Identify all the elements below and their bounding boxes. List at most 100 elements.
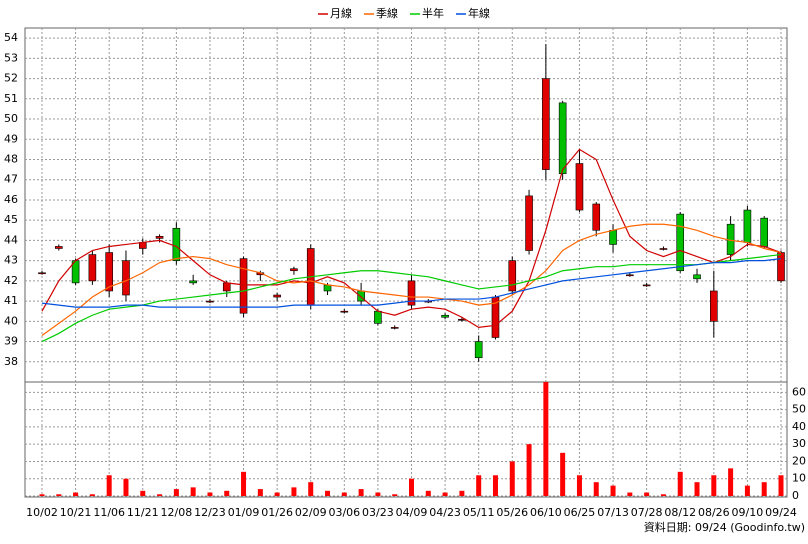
volume-bar bbox=[291, 487, 297, 496]
candle-body bbox=[710, 290, 718, 322]
candle-body bbox=[508, 260, 517, 292]
x-tick-label: 03/23 bbox=[362, 506, 394, 519]
y-tick-label: 54 bbox=[4, 31, 18, 44]
x-tick-label: 07/13 bbox=[597, 506, 629, 519]
y-tick-label: 38 bbox=[4, 355, 18, 368]
x-tick-label: 05/11 bbox=[463, 506, 495, 519]
volume-bar bbox=[409, 478, 414, 496]
x-tick-label: 06/10 bbox=[530, 506, 562, 519]
volume-bar bbox=[73, 492, 79, 496]
candle-body bbox=[609, 229, 617, 245]
volume-bar bbox=[325, 490, 331, 496]
volume-bar bbox=[308, 482, 314, 496]
y-tick-label: 42 bbox=[4, 274, 18, 287]
x-tick-label: 10/21 bbox=[60, 506, 92, 519]
volume-bar bbox=[425, 490, 431, 496]
volume-bar bbox=[761, 482, 767, 496]
volume-bar bbox=[576, 475, 582, 496]
candle-body bbox=[105, 252, 113, 292]
volume-bar bbox=[610, 485, 616, 496]
y-tick-label: 50 bbox=[4, 112, 18, 125]
x-tick-label: 08/12 bbox=[664, 506, 696, 519]
x-tick-label: 12/23 bbox=[194, 506, 226, 519]
candle-body bbox=[626, 274, 634, 277]
volume-bar bbox=[56, 494, 62, 496]
volume-bar bbox=[358, 489, 364, 496]
ma-line bbox=[41, 253, 782, 343]
volume-bar bbox=[476, 475, 482, 496]
candle-body bbox=[222, 282, 231, 292]
candle-body bbox=[474, 341, 483, 359]
candle-body bbox=[676, 213, 685, 272]
volume-bar bbox=[744, 485, 750, 496]
footer: 資料日期: 09/24 (Goodinfo.tw) bbox=[644, 520, 805, 534]
volume-bar bbox=[89, 494, 95, 496]
candle-body bbox=[693, 274, 701, 280]
volume-bar bbox=[694, 482, 700, 496]
volume-bar bbox=[627, 492, 633, 496]
volume-bar bbox=[241, 471, 247, 496]
candle-body bbox=[558, 102, 567, 174]
volume-bar bbox=[560, 452, 566, 496]
volume-bar bbox=[173, 489, 179, 496]
candle-body bbox=[777, 252, 785, 282]
ma-line bbox=[41, 258, 782, 308]
x-tick-label: 01/26 bbox=[261, 506, 293, 519]
candle-body bbox=[659, 248, 668, 250]
volume-bar bbox=[728, 468, 734, 496]
x-tick-label: 05/26 bbox=[496, 506, 528, 519]
volume-frame bbox=[24, 381, 788, 498]
volume-bar bbox=[593, 482, 599, 496]
x-tick-label: 10/02 bbox=[26, 506, 58, 519]
x-tick-label: 09/24 bbox=[765, 506, 797, 519]
candle-body bbox=[155, 236, 164, 239]
legend-label: 年線 bbox=[468, 6, 490, 20]
volume-bar bbox=[392, 494, 398, 496]
volume-bar bbox=[509, 461, 515, 496]
volume-bar bbox=[39, 494, 45, 496]
candle-body bbox=[189, 280, 197, 284]
volume-bar bbox=[660, 494, 666, 496]
volume-bar bbox=[224, 490, 230, 496]
x-tick-label: 02/09 bbox=[295, 506, 327, 519]
candle-body bbox=[323, 284, 332, 292]
y-tick-label: 48 bbox=[4, 152, 18, 165]
candle-body bbox=[642, 284, 651, 287]
candle-body bbox=[525, 195, 533, 251]
legend-label: 月線 bbox=[330, 6, 352, 20]
x-tick-label: 08/26 bbox=[698, 506, 730, 519]
candle-body bbox=[340, 310, 349, 313]
y2-tick-label: 50 bbox=[792, 403, 806, 416]
candle-body bbox=[575, 163, 584, 211]
x-tick-label: 03/06 bbox=[328, 506, 360, 519]
x-tick-label: 06/25 bbox=[564, 506, 596, 519]
x-tick-label: 09/10 bbox=[732, 506, 764, 519]
candle-body bbox=[54, 246, 63, 249]
volume-bar bbox=[459, 490, 465, 496]
volume-bar bbox=[442, 492, 448, 496]
y-tick-label: 53 bbox=[4, 51, 18, 64]
legend-label: 季線 bbox=[376, 6, 398, 20]
candle-body bbox=[743, 209, 752, 243]
volume-bar bbox=[711, 475, 717, 496]
y2-tick-label: 20 bbox=[792, 454, 806, 467]
x-tick-label: 12/08 bbox=[161, 506, 193, 519]
x-tick-label: 01/09 bbox=[228, 506, 260, 519]
volume-bar bbox=[207, 492, 213, 496]
candle-body bbox=[273, 294, 281, 298]
candle-body bbox=[206, 300, 214, 303]
volume-bar bbox=[526, 444, 532, 496]
candle-body bbox=[592, 203, 601, 231]
x-tick-label: 04/09 bbox=[396, 506, 428, 519]
volume-bar bbox=[644, 492, 650, 496]
y2-tick-label: 10 bbox=[792, 472, 806, 485]
y2-tick-label: 0 bbox=[792, 489, 799, 502]
candle-body bbox=[122, 260, 130, 296]
candle-body bbox=[239, 258, 248, 314]
y2-tick-label: 60 bbox=[792, 385, 806, 398]
candle-body bbox=[38, 272, 46, 275]
y-tick-label: 47 bbox=[4, 173, 18, 186]
y-tick-label: 43 bbox=[4, 254, 18, 267]
price-frame bbox=[24, 27, 788, 383]
